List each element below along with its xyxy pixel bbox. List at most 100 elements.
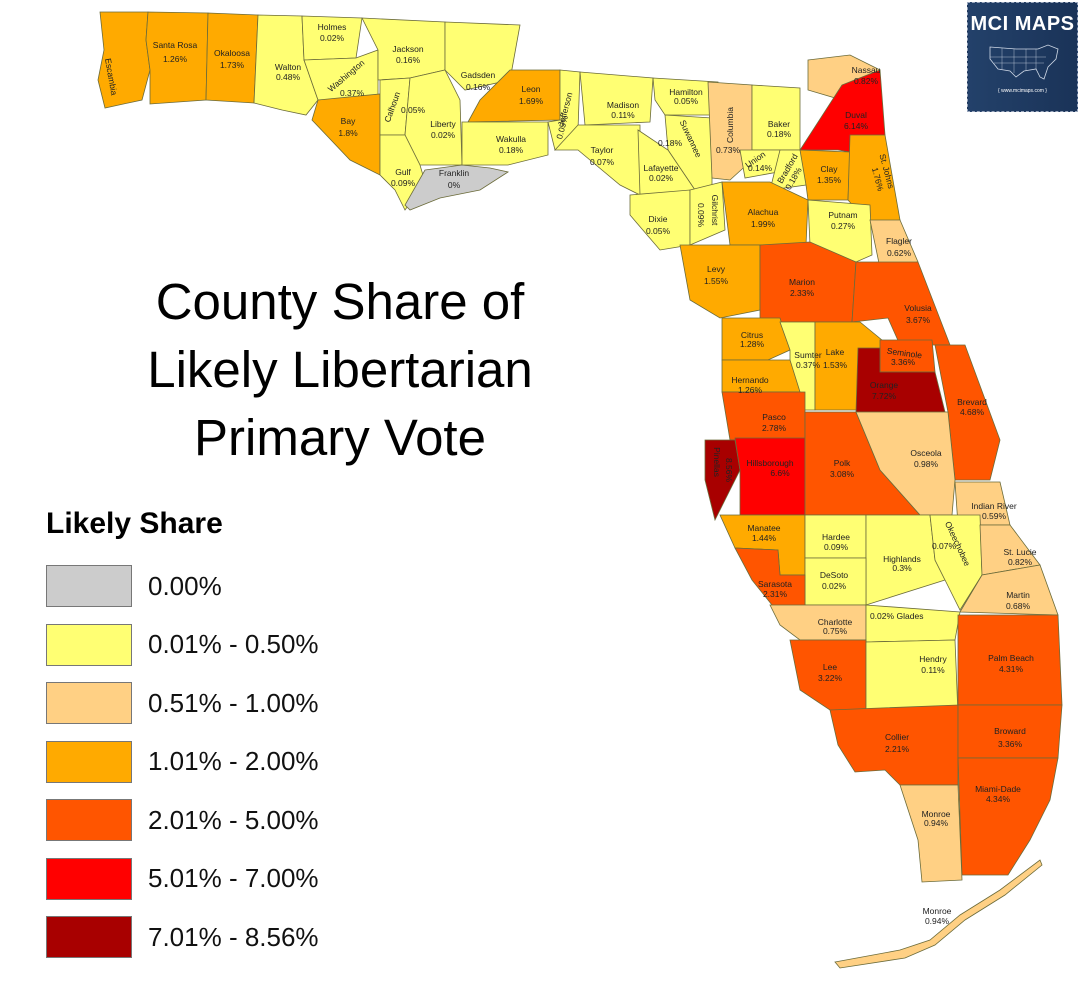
county-bay[interactable] [311,93,381,176]
county-gilchrist[interactable] [689,181,726,246]
svg-text:0.16%: 0.16% [466,82,491,92]
county-franklin[interactable] [404,164,510,211]
svg-text:0.05%: 0.05% [674,96,699,106]
county-liberty[interactable] [404,69,463,166]
county-dixie[interactable] [629,189,691,251]
svg-text:Brevard: Brevard [957,397,987,407]
svg-text:0.48%: 0.48% [276,72,301,82]
svg-text:Clay: Clay [820,164,838,174]
svg-text:0.94%: 0.94% [925,916,950,926]
legend-label: 7.01% - 8.56% [148,921,319,952]
svg-text:Gadsden: Gadsden [461,70,496,80]
county-okaloosa[interactable] [205,12,259,104]
svg-text:3.08%: 3.08% [830,469,855,479]
svg-text:0.62%: 0.62% [887,248,912,258]
county-levy[interactable] [679,244,761,319]
county-gadsden[interactable] [444,21,521,91]
svg-text:1.35%: 1.35% [817,175,842,185]
county-alachua[interactable] [721,181,809,246]
svg-text:4.31%: 4.31% [999,664,1024,674]
svg-text:Volusia: Volusia [904,303,932,313]
svg-text:Okaloosa: Okaloosa [214,48,250,58]
county-baker[interactable] [751,84,801,151]
title-line-3: Primary Vote [194,409,486,466]
county-okeechobee[interactable] [929,514,983,611]
svg-text:Broward: Broward [994,726,1026,736]
svg-text:Lake: Lake [826,347,845,357]
county-madison[interactable] [579,71,654,126]
county-sarasota[interactable] [734,547,806,616]
legend-swatch [46,740,132,783]
svg-text:DeSoto: DeSoto [820,570,849,580]
svg-text:Jackson: Jackson [392,44,423,54]
svg-text:0.07%: 0.07% [590,157,615,167]
svg-text:Miami-Dade: Miami-Dade [975,784,1021,794]
svg-text:Santa Rosa: Santa Rosa [153,40,198,50]
county-hamilton[interactable] [652,77,719,116]
svg-text:0.18%: 0.18% [658,138,683,148]
county-citrus[interactable] [721,317,791,361]
legend-label: 2.01% - 5.00% [148,804,319,835]
svg-text:Bay: Bay [341,116,356,126]
svg-text:Levy: Levy [707,264,726,274]
svg-text:Baker: Baker [768,119,790,129]
county-hendry[interactable] [865,639,959,716]
usa-map-icon [989,44,1059,80]
svg-text:6.6%: 6.6% [770,468,790,478]
svg-text:0.09%: 0.09% [391,178,416,188]
title-line-1: County Share of [155,273,525,330]
svg-text:2.21%: 2.21% [885,744,910,754]
legend-item: 7.01% - 8.56% [46,908,319,967]
svg-text:Leon: Leon [522,84,541,94]
svg-text:0.14%: 0.14% [748,163,773,173]
county-wakulla[interactable] [461,121,549,166]
county-miami-dade[interactable] [957,757,1059,876]
svg-text:Duval: Duval [845,110,867,120]
county-taylor[interactable] [554,124,641,196]
svg-text:0.02%: 0.02% [431,130,456,140]
svg-text:0.16%: 0.16% [396,55,421,65]
svg-text:1.73%: 1.73% [220,60,245,70]
svg-text:Holmes: Holmes [318,22,347,32]
svg-text:Marion: Marion [789,277,815,287]
svg-text:0.82%: 0.82% [854,76,879,86]
svg-text:0.05%: 0.05% [646,226,671,236]
svg-text:1.69%: 1.69% [519,96,544,106]
legend-item: 5.01% - 7.00% [46,850,319,909]
svg-text:0.05%: 0.05% [401,105,426,115]
svg-text:1.8%: 1.8% [338,128,358,138]
county-leon[interactable] [467,69,561,123]
svg-text:0.18%: 0.18% [767,129,792,139]
svg-text:0.18%: 0.18% [499,145,524,155]
svg-text:3.36%: 3.36% [998,739,1023,749]
svg-text:Sarasota: Sarasota [758,579,792,589]
county-monroe[interactable] [899,784,963,883]
county-clay[interactable] [799,149,851,201]
legend-swatch [46,565,132,608]
svg-text:3.36%: 3.36% [891,357,916,367]
svg-text:Charlotte: Charlotte [818,617,853,627]
svg-text:Manatee: Manatee [747,523,780,533]
svg-text:Citrus: Citrus [741,330,763,340]
county-monroe-keys[interactable] [834,859,1043,969]
legend-label: 0.00% [148,570,222,601]
svg-text:0.02%: 0.02% [822,581,847,591]
legend-item: 0.00% [46,557,319,616]
svg-text:Pasco: Pasco [762,412,786,422]
svg-text:Pinellas: Pinellas [712,447,722,477]
svg-text:Gulf: Gulf [395,167,411,177]
svg-text:Alachua: Alachua [748,207,779,217]
svg-text:Monroe: Monroe [923,906,952,916]
svg-text:Collier: Collier [885,732,909,742]
county-martin[interactable] [959,564,1059,616]
svg-text:Monroe: Monroe [922,809,951,819]
svg-text:4.68%: 4.68% [960,407,985,417]
svg-text:0.02%: 0.02% [320,33,345,43]
logo-url: { www.mcimaps.com } [998,88,1047,94]
svg-text:Flagler: Flagler [886,236,912,246]
legend-swatch [46,799,132,842]
svg-text:Wakulla: Wakulla [496,134,526,144]
svg-text:Osceola: Osceola [910,448,941,458]
county-putnam[interactable] [807,199,873,263]
